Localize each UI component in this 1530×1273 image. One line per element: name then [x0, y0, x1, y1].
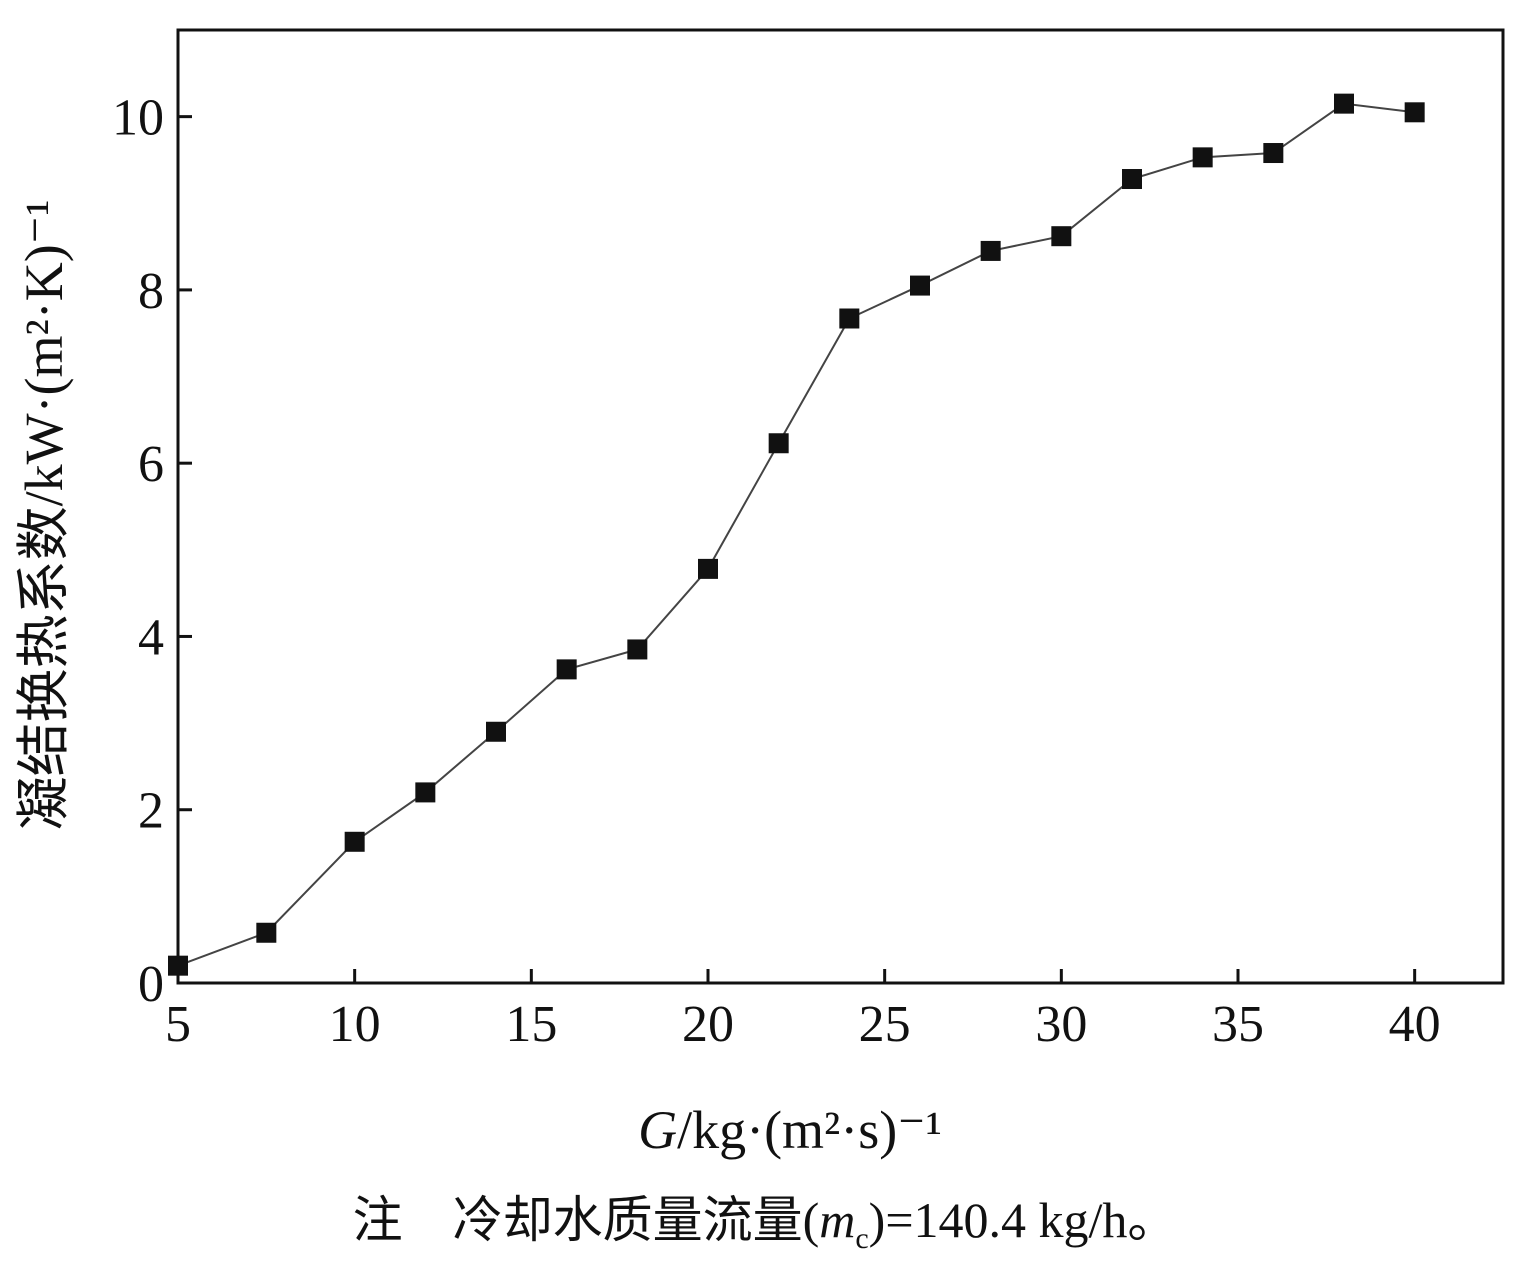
x-axis-label: G/kg·(m²·s)⁻¹	[638, 1100, 942, 1160]
y-tick-label: 8	[138, 263, 164, 320]
data-point	[1192, 147, 1213, 168]
data-point	[344, 831, 365, 852]
data-point	[698, 558, 718, 579]
data-point	[627, 639, 648, 660]
x-tick-label: 25	[859, 996, 911, 1053]
y-ticks: 0 2 4 6 8 10	[112, 90, 192, 1013]
x-tick-label: 30	[1035, 996, 1087, 1053]
y-tick-label: 4	[138, 609, 164, 666]
data-point	[1051, 226, 1072, 247]
data-point	[839, 308, 860, 329]
chart-note: 注 冷却水质量流量(mc)=140.4 kg/h。	[352, 1192, 1178, 1255]
data-point	[168, 955, 188, 976]
y-axis-label: 凝结换热系数/kW·(m²·K)⁻¹	[14, 200, 74, 831]
data-point	[1122, 169, 1142, 190]
x-tick-label: 15	[505, 996, 557, 1053]
x-tick-label: 5	[165, 996, 191, 1053]
series-line	[177, 102, 1415, 967]
series	[168, 93, 1425, 976]
data-point	[415, 782, 436, 803]
data-point	[768, 433, 789, 454]
y-tick-label: 2	[138, 783, 164, 840]
y-tick-label: 0	[138, 956, 164, 1013]
data-point	[556, 659, 577, 680]
data-point	[486, 721, 506, 742]
x-tick-label: 40	[1389, 996, 1441, 1053]
data-point	[910, 275, 930, 296]
x-tick-label: 35	[1212, 996, 1264, 1053]
x-tick-label: 10	[329, 996, 381, 1053]
data-point	[980, 240, 1001, 261]
data-point	[1334, 93, 1354, 114]
x-ticks: 5 10 15 20 25 30 35 40	[165, 969, 1441, 1053]
y-tick-label: 10	[112, 90, 164, 147]
data-point	[256, 922, 277, 943]
data-point	[1263, 143, 1284, 164]
data-point	[1404, 102, 1425, 123]
plot-frame	[176, 28, 1505, 985]
y-tick-label: 6	[138, 436, 164, 493]
x-tick-label: 20	[682, 996, 734, 1053]
chart: 5 10 15 20 25 30 35 40 0 2 4 6 8 10 G/kg·(m²·s)⁻¹ 凝结…	[14, 28, 1505, 1160]
